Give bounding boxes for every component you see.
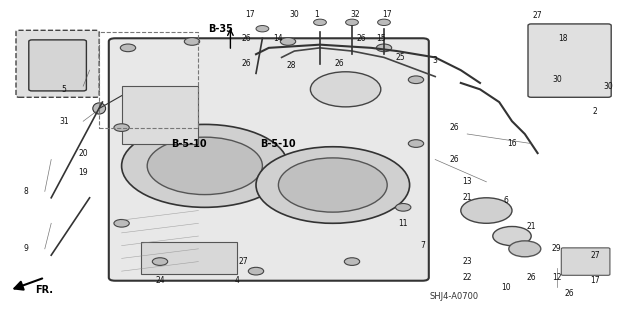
Circle shape bbox=[408, 76, 424, 84]
FancyBboxPatch shape bbox=[16, 30, 99, 97]
Text: 17: 17 bbox=[244, 10, 255, 19]
Text: 3: 3 bbox=[433, 56, 438, 65]
Text: 21: 21 bbox=[527, 222, 536, 231]
Text: 30: 30 bbox=[603, 82, 613, 91]
Circle shape bbox=[344, 258, 360, 265]
Text: 26: 26 bbox=[526, 273, 536, 282]
Text: 6: 6 bbox=[503, 197, 508, 205]
Text: 27: 27 bbox=[238, 257, 248, 266]
Bar bbox=[141, 242, 237, 274]
Text: SHJ4-A0700: SHJ4-A0700 bbox=[430, 292, 479, 301]
Text: 17: 17 bbox=[382, 10, 392, 19]
Text: 4: 4 bbox=[234, 276, 239, 285]
Ellipse shape bbox=[93, 103, 106, 114]
Text: 29: 29 bbox=[552, 244, 562, 253]
Circle shape bbox=[310, 72, 381, 107]
Circle shape bbox=[376, 44, 392, 52]
Circle shape bbox=[408, 140, 424, 147]
Circle shape bbox=[248, 267, 264, 275]
FancyBboxPatch shape bbox=[561, 248, 610, 275]
Text: 5: 5 bbox=[61, 85, 67, 94]
Circle shape bbox=[256, 26, 269, 32]
Text: 24: 24 bbox=[155, 276, 165, 285]
Text: 30: 30 bbox=[289, 10, 300, 19]
Text: 28: 28 bbox=[287, 61, 296, 70]
Text: 1: 1 bbox=[314, 10, 319, 19]
Text: 9: 9 bbox=[23, 244, 28, 253]
Circle shape bbox=[378, 19, 390, 26]
Circle shape bbox=[184, 38, 200, 45]
Circle shape bbox=[256, 147, 410, 223]
Text: 12: 12 bbox=[552, 273, 561, 282]
Text: FR.: FR. bbox=[35, 285, 53, 295]
Text: 18: 18 bbox=[559, 34, 568, 43]
Text: B-5-10: B-5-10 bbox=[260, 138, 296, 149]
Ellipse shape bbox=[509, 241, 541, 257]
Circle shape bbox=[120, 44, 136, 52]
Text: 30: 30 bbox=[552, 75, 562, 84]
Text: 17: 17 bbox=[590, 276, 600, 285]
Text: 8: 8 bbox=[23, 187, 28, 196]
Text: 32: 32 bbox=[350, 10, 360, 19]
Text: 16: 16 bbox=[507, 139, 517, 148]
Text: 26: 26 bbox=[564, 289, 575, 298]
Circle shape bbox=[396, 204, 411, 211]
Text: 13: 13 bbox=[462, 177, 472, 186]
Circle shape bbox=[346, 19, 358, 26]
Circle shape bbox=[152, 258, 168, 265]
FancyBboxPatch shape bbox=[29, 40, 86, 91]
Text: 23: 23 bbox=[462, 257, 472, 266]
Circle shape bbox=[114, 219, 129, 227]
Text: 10: 10 bbox=[500, 283, 511, 292]
Circle shape bbox=[122, 124, 288, 207]
Circle shape bbox=[278, 158, 387, 212]
Circle shape bbox=[147, 137, 262, 195]
Text: 26: 26 bbox=[241, 59, 252, 68]
Text: 31: 31 bbox=[59, 117, 69, 126]
Text: 22: 22 bbox=[463, 273, 472, 282]
Text: 26: 26 bbox=[449, 123, 460, 132]
Text: 19: 19 bbox=[78, 168, 88, 177]
Text: 11: 11 bbox=[399, 219, 408, 228]
Text: 26: 26 bbox=[449, 155, 460, 164]
FancyBboxPatch shape bbox=[528, 24, 611, 97]
FancyBboxPatch shape bbox=[109, 38, 429, 281]
Bar bbox=[99, 32, 198, 128]
Text: 27: 27 bbox=[590, 251, 600, 260]
Text: 26: 26 bbox=[356, 34, 367, 43]
Text: 26: 26 bbox=[241, 34, 252, 43]
Text: 27: 27 bbox=[532, 11, 543, 20]
Text: 2: 2 bbox=[593, 107, 598, 116]
Text: 15: 15 bbox=[376, 34, 386, 43]
Text: 7: 7 bbox=[420, 241, 425, 250]
Bar bbox=[122, 86, 198, 144]
Circle shape bbox=[461, 198, 512, 223]
Text: 20: 20 bbox=[78, 149, 88, 158]
Circle shape bbox=[114, 124, 129, 131]
Text: 26: 26 bbox=[334, 59, 344, 68]
Text: 25: 25 bbox=[395, 53, 405, 62]
Text: 21: 21 bbox=[463, 193, 472, 202]
Circle shape bbox=[280, 38, 296, 45]
Circle shape bbox=[314, 19, 326, 26]
Text: B-35: B-35 bbox=[209, 24, 233, 34]
Text: 14: 14 bbox=[273, 34, 284, 43]
Ellipse shape bbox=[493, 226, 531, 246]
Text: B-5-10: B-5-10 bbox=[171, 138, 207, 149]
